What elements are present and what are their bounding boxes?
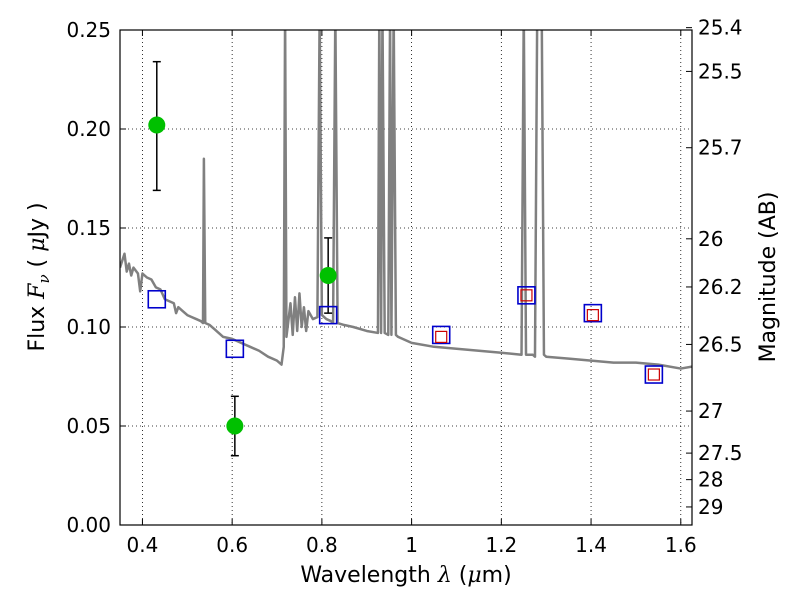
y2-tick-label: 25.4: [698, 16, 743, 40]
y-axis-label: Flux Fν ( μJy ): [25, 202, 53, 351]
x-tick-label: 0.6: [216, 533, 248, 557]
model-photometry-squares: [147, 286, 664, 384]
x-tick-label: 0.8: [306, 533, 338, 557]
x-axis-label: Wavelength λ (μm): [300, 563, 511, 588]
y2-tick-label: 29: [698, 495, 723, 519]
observed-points: [148, 116, 337, 435]
model-square: [644, 365, 664, 384]
model-square: [225, 339, 245, 359]
x-tick-label: 1.4: [575, 533, 607, 557]
ticks: [120, 27, 692, 526]
red-square: [647, 368, 660, 381]
red-square: [586, 309, 599, 322]
red-square: [435, 330, 448, 343]
red-squares: [435, 289, 660, 381]
observed-point: [148, 116, 166, 134]
y2-tick-label: 28: [698, 468, 723, 492]
y2-tick-label: 25.5: [698, 59, 743, 83]
y2-tick-label: 27.5: [698, 441, 743, 465]
grid: [120, 30, 692, 525]
y2-tick-label: 26: [698, 227, 723, 251]
observed-point: [226, 417, 244, 435]
y2-tick-labels: 25.4 25.5 25.7 26 26.2 26.5 27 27.5 28 29: [698, 16, 743, 519]
y-tick-label: 0.20: [66, 117, 111, 141]
x-tick-label: 1.2: [485, 533, 517, 557]
y-tick-label: 0.15: [66, 216, 111, 240]
x-tick-labels: 0.4 0.6 0.8 1 1.2 1.4 1.6: [127, 533, 697, 557]
x-tick-label: 1.6: [665, 533, 697, 557]
observed-point: [319, 267, 337, 285]
y-tick-label: 0.25: [66, 18, 111, 42]
y-tick-label: 0.00: [66, 513, 111, 537]
spectrum-line: [120, 30, 692, 370]
y2-tick-label: 26.5: [698, 332, 743, 356]
model-square: [583, 303, 603, 323]
y-tick-labels: 0.00 0.05 0.10 0.15 0.20 0.25: [66, 18, 111, 537]
y2-tick-label: 26.2: [698, 275, 743, 299]
y2-tick-label: 27: [698, 399, 723, 423]
x-tick-label: 0.4: [127, 533, 159, 557]
plot-area: [120, 30, 692, 525]
model-square: [431, 325, 451, 345]
y-tick-label: 0.05: [66, 414, 111, 438]
y-tick-label: 0.10: [66, 315, 111, 339]
red-square: [520, 289, 533, 302]
x-tick-label: 1: [405, 533, 418, 557]
model-square: [318, 305, 338, 325]
model-square: [517, 286, 536, 305]
model-spectrum: [120, 30, 692, 370]
model-square: [147, 289, 167, 309]
plot-frame: [119, 29, 693, 526]
y2-tick-label: 25.7: [698, 136, 743, 160]
y2-axis-label: Magnitude (AB): [756, 192, 781, 363]
